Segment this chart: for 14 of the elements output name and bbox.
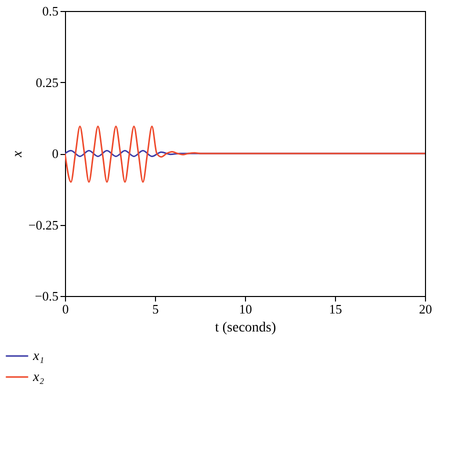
y-tick-label: 0.25 bbox=[36, 74, 58, 90]
legend-label: x₂ bbox=[32, 370, 44, 385]
y-axis-title: x bbox=[10, 150, 26, 158]
x-tick-label: 10 bbox=[239, 302, 252, 316]
x-tick-label: 0 bbox=[62, 302, 69, 316]
legend-label: x₁ bbox=[32, 349, 44, 364]
x-axis-title: t (seconds) bbox=[214, 320, 276, 336]
y-tick-label: 0 bbox=[52, 146, 58, 161]
x-tick-label: 15 bbox=[329, 302, 342, 316]
x-tick-label: 5 bbox=[152, 302, 159, 316]
y-tick-label: −0.25 bbox=[28, 217, 58, 232]
y-tick-label: −0.5 bbox=[34, 288, 58, 304]
x-tick-label: 20 bbox=[419, 302, 432, 316]
y-tick-label: 0.5 bbox=[42, 4, 58, 18]
